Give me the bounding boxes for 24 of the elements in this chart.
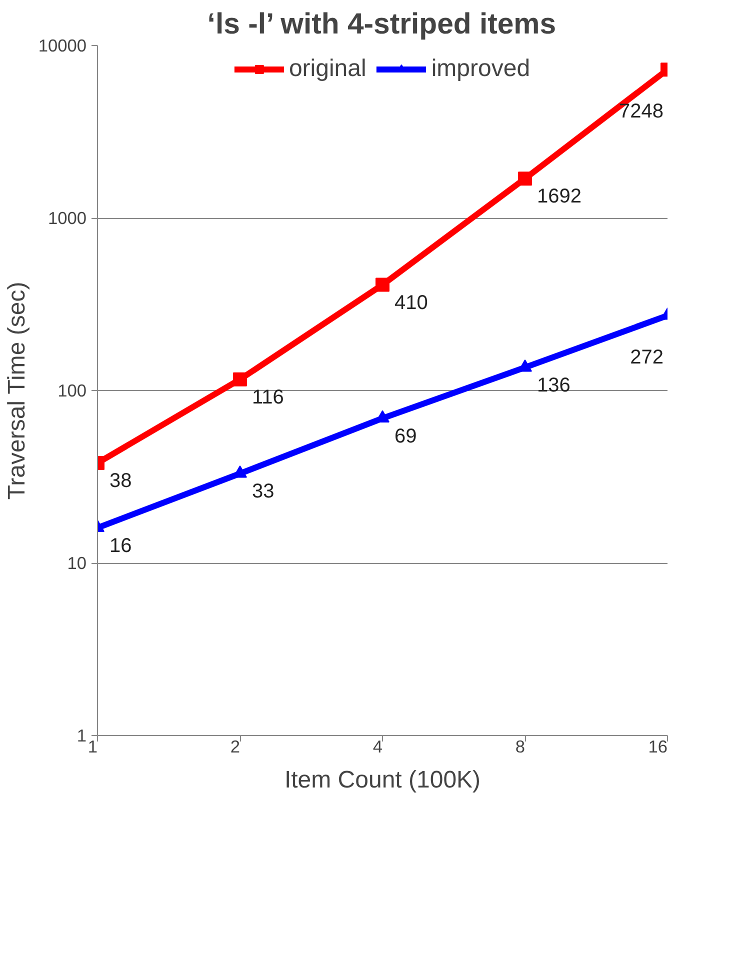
data-label: 410 <box>394 292 428 314</box>
data-label: 7248 <box>619 100 664 123</box>
data-label: 272 <box>630 346 664 369</box>
legend-label: original <box>288 55 366 83</box>
x-axis-title: Item Count (100K) <box>284 766 481 794</box>
point <box>376 278 390 292</box>
x-tick-label: 4 <box>372 736 383 756</box>
y-axis-title: Traversal Time (sec) <box>3 282 30 500</box>
legend-label: improved <box>431 55 530 83</box>
y-tick-label: 10000 <box>38 36 86 56</box>
data-label: 116 <box>252 386 284 408</box>
x-tick-label: 16 <box>648 736 668 756</box>
x-tick-label: 2 <box>230 736 240 756</box>
y-tick-label: 1000 <box>48 208 87 228</box>
y-tick-label: 10 <box>67 553 87 573</box>
data-label: 16 <box>110 534 132 557</box>
y-tick-label: 100 <box>58 380 87 400</box>
data-label: 136 <box>537 374 570 396</box>
data-label: 38 <box>110 470 132 492</box>
chart-title: ‘ls -l’ with 4-striped items <box>207 8 556 40</box>
data-label: 33 <box>252 480 274 503</box>
x-tick-label: 8 <box>515 736 526 756</box>
data-label: 69 <box>394 425 417 448</box>
data-label: 1692 <box>537 186 582 208</box>
